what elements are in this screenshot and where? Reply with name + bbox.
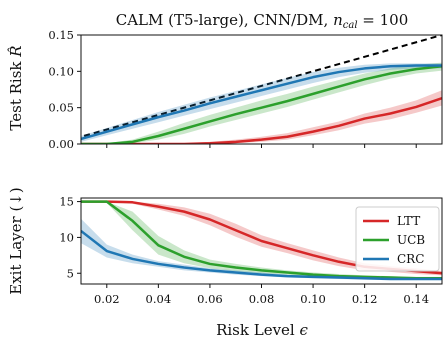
bottom-ytick-label: 10 [59, 230, 74, 244]
top-panel: 0.00 0.05 0.10 0.15 [48, 28, 443, 151]
legend-box [355, 206, 440, 272]
top-diagonal-line [81, 35, 442, 138]
bottom-line-crc [81, 229, 442, 281]
bottom-ytick-label: 15 [59, 195, 74, 209]
legend: LTT UCB CRC [355, 206, 440, 272]
bottom-xlabel: Risk Level ϵ [216, 321, 308, 339]
top-title-n: n [333, 11, 343, 29]
legend-label-ucb: UCB [397, 233, 425, 247]
bottom-panel: 5 10 15 0.02 0.04 0.06 0.08 0.10 0.12 0.14 [59, 195, 443, 306]
top-line-crc [81, 64, 442, 141]
top-title-sub: cal [343, 20, 358, 31]
bottom-xtick-label: 0.08 [249, 292, 275, 306]
top-ylabel: Test Risk R̂ [7, 45, 25, 130]
bottom-xtick-label: 0.12 [352, 292, 378, 306]
top-plot-area [81, 35, 442, 144]
bottom-plot-area [81, 200, 442, 281]
top-ytick-label: 0.00 [48, 137, 74, 151]
bottom-xtick-label: 0.06 [197, 292, 223, 306]
top-line-ucb [81, 65, 442, 144]
top-ytick-label: 0.10 [48, 64, 74, 78]
bottom-xlabel-symbol: ϵ [300, 321, 309, 339]
top-line-ltt [81, 97, 442, 144]
top-title: CALM (T5-large), CNN/DM, ncal = 100 [116, 11, 409, 31]
legend-label-ltt: LTT [397, 214, 420, 228]
bottom-band-ltt [81, 201, 442, 276]
legend-label-crc: CRC [397, 252, 424, 266]
top-band-ltt [81, 90, 442, 144]
top-title-main: CALM (T5-large), CNN/DM, [116, 11, 333, 29]
bottom-xlabel-text: Risk Level [216, 321, 299, 339]
top-ylabel-symbol: R̂ [7, 45, 25, 57]
top-ytick-label: 0.05 [48, 101, 74, 115]
bottom-line-ucb [81, 200, 442, 280]
bottom-xtick-label: 0.04 [146, 292, 172, 306]
top-ytick-label: 0.15 [48, 28, 74, 42]
top-ylabel-text: Test Risk [7, 57, 25, 131]
bottom-xtick-label: 0.10 [300, 292, 326, 306]
bottom-ytick-label: 5 [67, 266, 74, 280]
bottom-xtick-label: 0.02 [94, 292, 120, 306]
bottom-ylabel: Exit Layer (↓) [7, 187, 25, 294]
top-title-suffix: = 100 [358, 11, 409, 29]
bottom-xtick-label: 0.14 [403, 292, 429, 306]
